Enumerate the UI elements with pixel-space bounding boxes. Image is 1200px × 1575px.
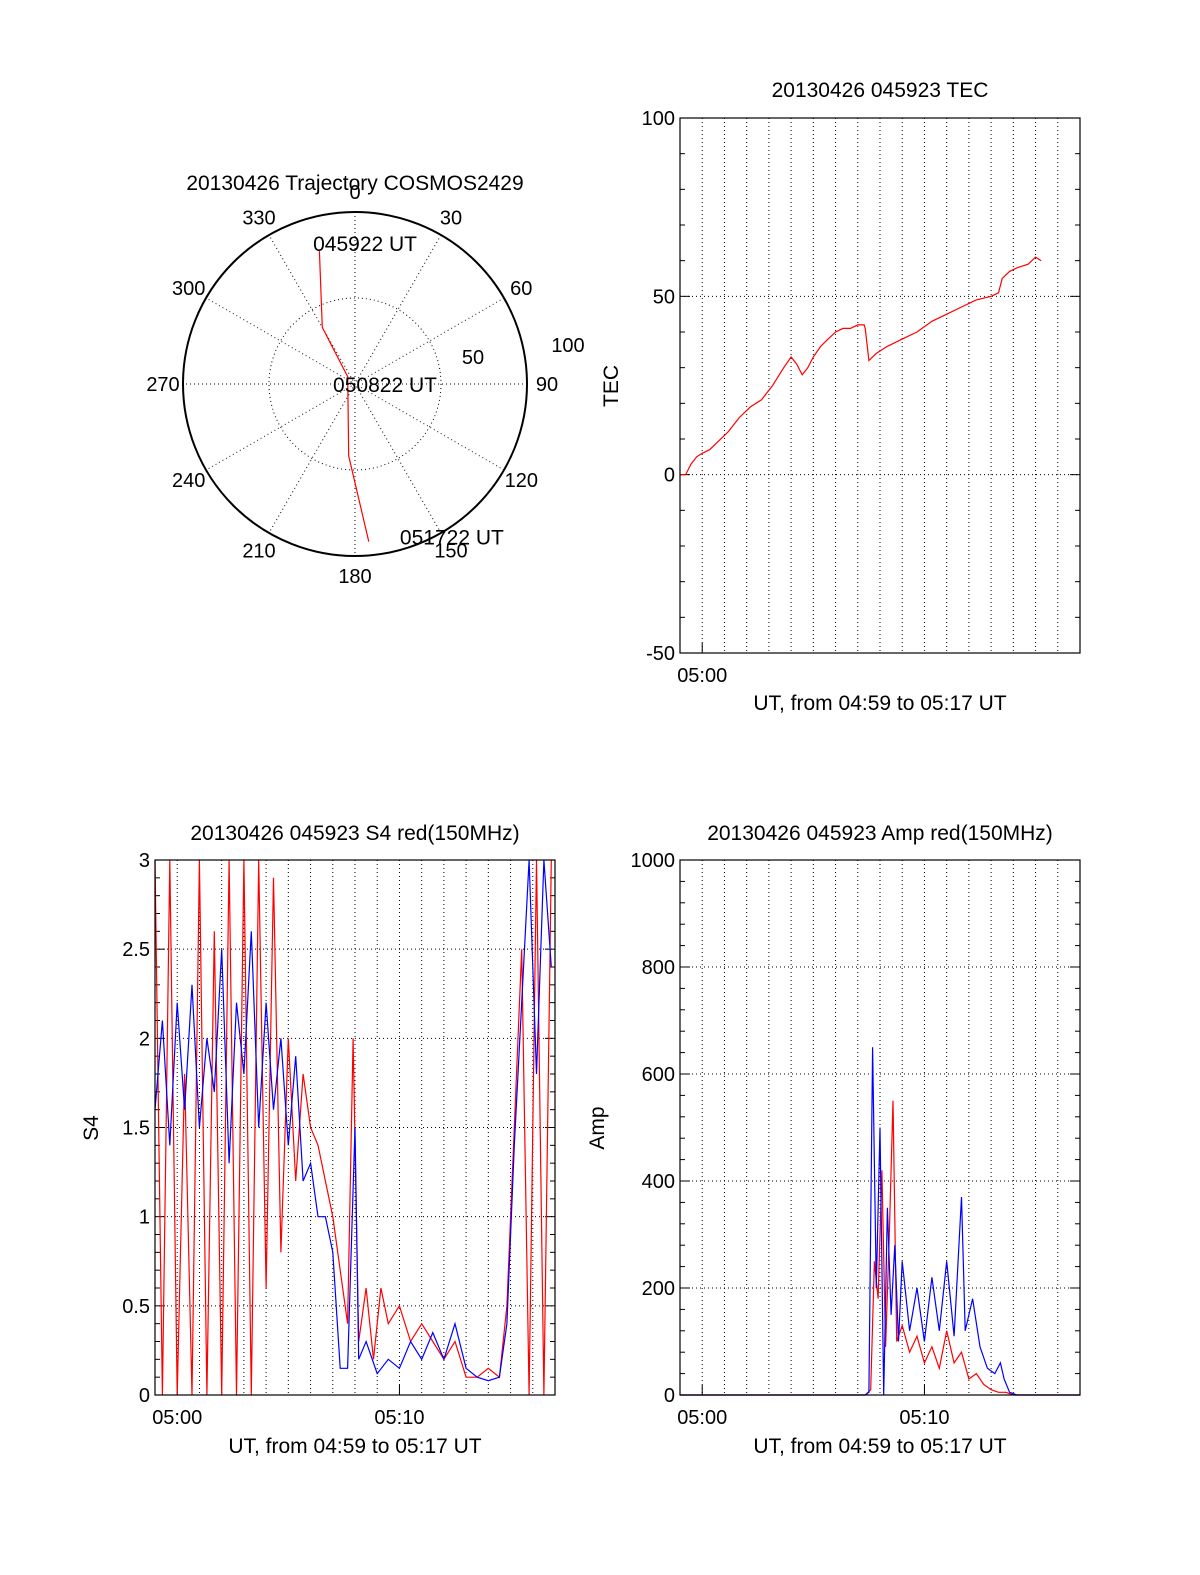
s4-series-red [154, 859, 552, 1396]
y-tick-label: 100 [642, 108, 675, 130]
angle-label-150: 150 [434, 540, 467, 562]
x-tick-label: 05:00 [152, 1407, 202, 1429]
s4-panel: 20130426 045923 S4 red(150MHz) 0 0.5 1 1.5 2… [80, 822, 556, 1458]
tec-ylabel: TEC [600, 365, 623, 407]
y-tick-label: 200 [642, 1278, 675, 1300]
polar-inner-circle [268, 297, 442, 471]
angle-label-180: 180 [338, 566, 371, 588]
angle-label-120: 120 [505, 470, 538, 492]
s4-plot-frame [154, 859, 556, 1396]
angle-label-330: 330 [242, 208, 275, 230]
s4-series-blue [154, 859, 552, 1382]
angle-label-90: 90 [536, 374, 558, 396]
y-tick-label: 0 [664, 1385, 675, 1407]
angle-label-240: 240 [172, 470, 205, 492]
tec-grid [680, 117, 1080, 654]
angle-label-0: 0 [349, 182, 360, 204]
s4-title: 20130426 045923 S4 red(150MHz) [190, 822, 519, 845]
x-tick-label: 05:10 [374, 1407, 424, 1429]
radial-label-50: 50 [462, 347, 484, 369]
trajectory-annotation: 045922 UT [313, 233, 417, 256]
amp-tick-labels: 0 200 400 600 800 1000 05:00 05:10 [631, 850, 950, 1429]
amp-series-blue [680, 1047, 1080, 1396]
s4-ylabel: S4 [80, 1115, 103, 1141]
angle-label-30: 30 [440, 208, 462, 230]
polar-angle-labels: 0 30 60 90 120 150 180 210 240 270 300 330 [146, 182, 558, 588]
y-tick-label: 400 [642, 1171, 675, 1193]
amp-xlabel: UT, from 04:59 to 05:17 UT [753, 1435, 1006, 1458]
trajectory-annotation: 051722 UT [400, 526, 504, 549]
y-tick-label: 2 [139, 1028, 150, 1050]
y-tick-label: 1.5 [122, 1118, 150, 1140]
y-tick-label: 0.5 [122, 1296, 150, 1318]
y-tick-label: 3 [139, 850, 150, 872]
s4-tick-labels: 0 0.5 1 1.5 2 2.5 3 05:00 05:10 [122, 850, 424, 1429]
amp-ylabel: Amp [586, 1106, 609, 1149]
y-tick-label: 50 [653, 286, 675, 308]
y-tick-label: 600 [642, 1064, 675, 1086]
polar-spokes [183, 212, 527, 556]
x-tick-label: 05:00 [677, 665, 727, 687]
angle-label-60: 60 [510, 278, 532, 300]
trajectory-annotation: 050822 UT [333, 374, 437, 397]
amp-plot-frame [679, 859, 1081, 1396]
angle-label-270: 270 [146, 374, 179, 396]
amp-panel: 20130426 045923 Amp red(150MHz) 0 200 400 6… [586, 822, 1081, 1458]
polar-spoke-150 [268, 234, 442, 534]
y-tick-label: 1000 [631, 850, 676, 872]
trajectory-title: 20130426 Trajectory COSMOS2429 [186, 172, 523, 195]
x-tick-label: 05:00 [677, 1407, 727, 1429]
s4-xlabel: UT, from 04:59 to 05:17 UT [228, 1435, 481, 1458]
tec-panel: 20130426 045923 TEC -50 0 50 100 05:00 UT, f… [600, 79, 1081, 715]
x-tick-label: 05:10 [899, 1407, 949, 1429]
amp-series-red [680, 1100, 1080, 1396]
tec-title: 20130426 045923 TEC [772, 79, 989, 102]
angle-label-210: 210 [242, 540, 275, 562]
y-tick-label: -50 [646, 643, 675, 665]
trajectory-panel: 20130426 Trajectory COSMOS2429 0 30 60 90 12… [146, 172, 584, 588]
y-tick-label: 0 [139, 1385, 150, 1407]
amp-title: 20130426 045923 Amp red(150MHz) [707, 822, 1053, 845]
angle-label-300: 300 [172, 278, 205, 300]
tec-xlabel: UT, from 04:59 to 05:17 UT [753, 692, 1006, 715]
trajectory-line [318, 251, 370, 542]
y-tick-label: 0 [664, 465, 675, 487]
radial-label-100: 100 [551, 335, 584, 357]
trajectory-annotations: 045922 UT 050822 UT 051722 UT [313, 233, 504, 549]
y-tick-label: 800 [642, 957, 675, 979]
tec-series-red [680, 256, 1042, 476]
tec-tick-labels: -50 0 50 100 05:00 [642, 108, 728, 687]
y-tick-label: 1 [139, 1207, 150, 1229]
y-tick-label: 2.5 [122, 939, 150, 961]
tec-plot-frame [679, 117, 1081, 654]
